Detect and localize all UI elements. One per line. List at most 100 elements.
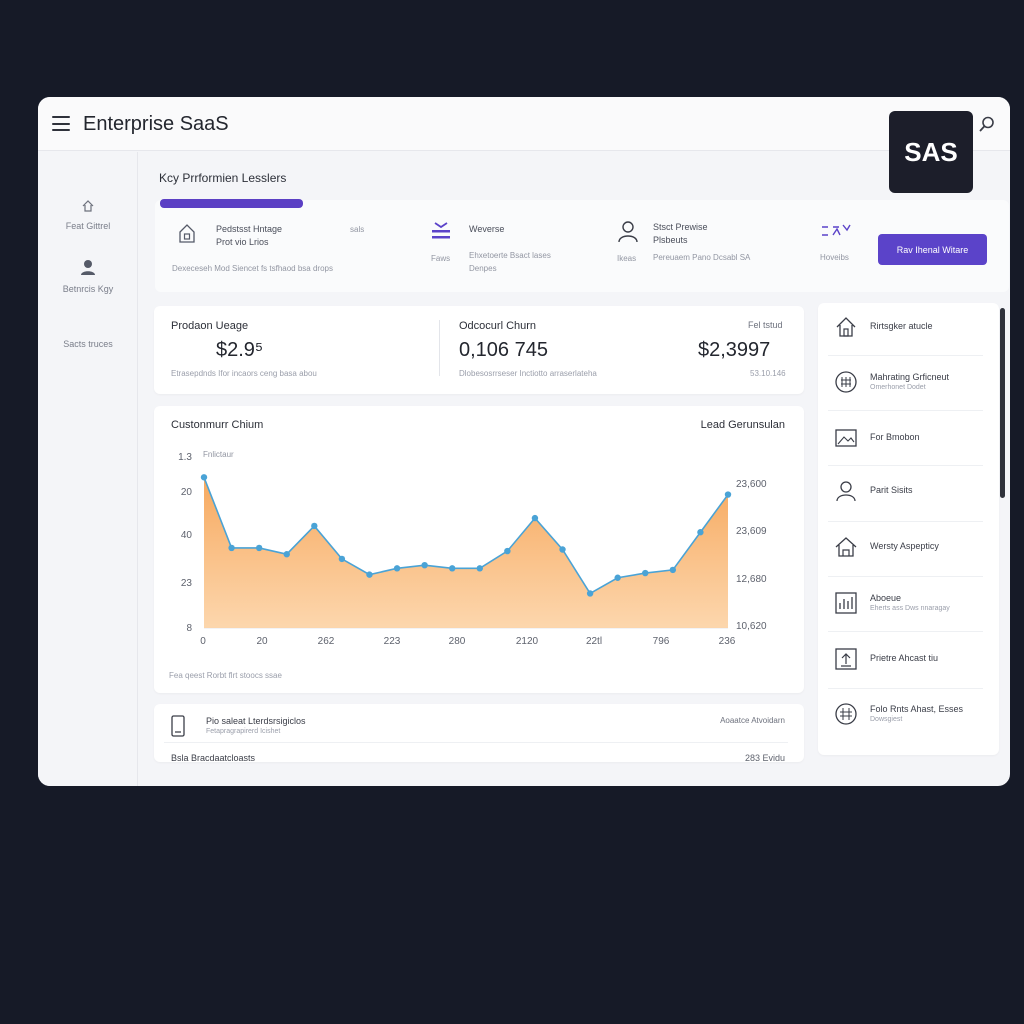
right-item-title: Folo Rnts Ahast, Esses	[870, 704, 964, 714]
user-icon	[81, 260, 95, 275]
data-point[interactable]	[697, 529, 704, 536]
data-point[interactable]	[393, 565, 401, 572]
right-item-sub: Dowsgiest	[870, 716, 903, 723]
kpi-card1-title: Pedstsst Hntage	[216, 224, 283, 234]
data-point[interactable]	[255, 544, 263, 552]
divider	[828, 576, 983, 577]
right-panel-item[interactable]: Mahrating Grficneut Omerhonet Dodet	[818, 370, 999, 400]
right-panel-item[interactable]: Folo Rnts Ahast, Esses Dowsgiest	[818, 702, 999, 732]
kpi-card3-desc: Pereuaem Pano Dcsabl SA	[653, 253, 751, 262]
y-tick-label: 23	[180, 578, 192, 589]
search-icon[interactable]	[978, 115, 996, 133]
series-line	[203, 476, 729, 595]
kpi-card2-label: Faws	[431, 254, 451, 263]
data-point[interactable]	[311, 522, 318, 530]
data-point[interactable]	[283, 551, 290, 558]
tab-indicator	[160, 199, 303, 208]
sidebar-item-label: Feat Gittrel	[65, 221, 111, 231]
app-window: Enterprise SaaS Feat Gittrel Betnrcis Kg…	[38, 97, 1010, 786]
sidebar-item-betnrcis[interactable]: Betnrcis Kgy	[38, 258, 138, 294]
divider	[828, 355, 983, 356]
data-point[interactable]	[531, 514, 539, 522]
grid-icon	[835, 703, 857, 725]
kpi-card3-sub: Plsbeuts	[653, 235, 688, 245]
divider	[164, 742, 788, 743]
data-point[interactable]	[724, 491, 732, 498]
right-panel-item[interactable]: Wersty Aspepticy	[818, 535, 999, 565]
right-item-title: Wersty Aspepticy	[870, 541, 939, 551]
sidebar-item-label: Sacts truces	[63, 339, 113, 349]
app-title: Enterprise SaaS	[83, 113, 229, 135]
right-panel: Rirtsgker atucle Mahrating Grficneut Ome…	[818, 303, 999, 755]
area-chart	[200, 474, 732, 629]
stat-sub-total: 53.10.146	[750, 369, 786, 378]
grid-icon	[835, 371, 857, 393]
list-item-title: Bsla Bracdaatcloasts	[171, 753, 256, 762]
y2-tick-label: 23,600	[736, 479, 767, 490]
kpi-card1-desc: Dexeceseh Mod Siencet fs tsfhaod bsa dro…	[172, 264, 333, 273]
kpi-card2-desc2: Denpes	[469, 264, 497, 273]
data-point[interactable]	[559, 546, 566, 553]
divider	[828, 688, 983, 689]
data-point[interactable]	[200, 474, 208, 481]
divider	[828, 465, 983, 466]
chart-footer: Fea qeest Rorbt flrt stoocs ssae	[169, 671, 282, 680]
list-item[interactable]: Bsla Bracdaatcloasts 283 Evidu	[154, 751, 804, 762]
stat-label-total: Fel tstud	[748, 320, 783, 330]
chart-inner-label: Fnlictaur	[203, 450, 234, 459]
data-point[interactable]	[614, 574, 621, 581]
right-item-sub: Omerhonet Dodet	[870, 384, 926, 391]
data-point[interactable]	[421, 562, 428, 569]
upload-icon	[835, 648, 857, 670]
data-point[interactable]	[504, 547, 511, 555]
y-tick-label: 40	[180, 530, 192, 541]
right-panel-item[interactable]: Aboeue Eherts ass Dws nnaragay	[818, 591, 999, 621]
chart-right-title: Lead Gerunsulan	[700, 419, 785, 431]
stats-card: Prodaon Ueage $2.9⁵ Etrasepdnds Ifor inc…	[154, 306, 804, 394]
trend-icon	[822, 224, 851, 236]
divider	[828, 410, 983, 411]
right-item-title: For Bmobon	[870, 432, 920, 442]
app-logo: SAS	[889, 111, 973, 193]
data-point[interactable]	[586, 590, 594, 597]
primary-action-button[interactable]: Rav Ihenal Witare	[878, 234, 987, 265]
x-tick-label: 2120	[515, 636, 539, 647]
right-item-title: Mahrating Grficneut	[870, 372, 950, 382]
right-item-title: Prietre Ahcast tiu	[870, 653, 939, 663]
building-icon	[179, 224, 195, 243]
sidebar-item-feat[interactable]: Feat Gittrel	[38, 199, 138, 231]
data-point[interactable]	[642, 569, 649, 577]
kpi-card4-label: Hoveibs	[820, 253, 849, 262]
y-tick-label: 1.3	[178, 452, 192, 463]
sidebar: Feat Gittrel Betnrcis Kgy Sacts truces	[38, 152, 138, 786]
right-panel-item[interactable]: For Bmobon	[818, 426, 999, 456]
kpi-card1-tag: sals	[350, 225, 365, 234]
image-icon	[835, 429, 857, 447]
data-point[interactable]	[669, 566, 677, 574]
user-icon	[836, 481, 856, 502]
y2-tick-label: 10,620	[736, 621, 767, 632]
chart-card: Custonmurr Chium Lead Gerunsulan Fnlicta…	[154, 406, 804, 693]
data-point[interactable]	[228, 544, 235, 552]
right-panel-item[interactable]: Rirtsgker atucle	[818, 315, 999, 345]
right-panel-item[interactable]: Prietre Ahcast tiu	[818, 647, 999, 677]
stat-sub-churn: Dlobesosrrseser Inctiotto arraserlateha	[459, 369, 597, 378]
scrollbar[interactable]	[1000, 308, 1005, 498]
stat-value-usage: $2.9⁵	[216, 339, 264, 361]
list-item[interactable]: Pio saleat Lterdsrsigiclos Fetapragrapir…	[154, 714, 804, 744]
data-point[interactable]	[476, 565, 483, 572]
sidebar-item-sacts[interactable]: Sacts truces	[38, 339, 138, 349]
stat-value-total: $2,3997	[698, 339, 771, 361]
house-icon	[835, 537, 857, 557]
x-tick-label: 280	[448, 636, 466, 647]
data-point[interactable]	[366, 571, 373, 578]
kpi-card3-label: Ikeas	[617, 254, 637, 263]
data-point[interactable]	[338, 555, 346, 563]
menu-icon[interactable]	[52, 116, 70, 131]
y2-tick-label: 12,680	[736, 574, 767, 585]
right-item-title: Parit Sisits	[870, 485, 913, 495]
x-tick-label: 20	[256, 636, 268, 647]
data-point[interactable]	[449, 565, 456, 572]
right-panel-item[interactable]: Parit Sisits	[818, 479, 999, 509]
divider	[828, 631, 983, 632]
